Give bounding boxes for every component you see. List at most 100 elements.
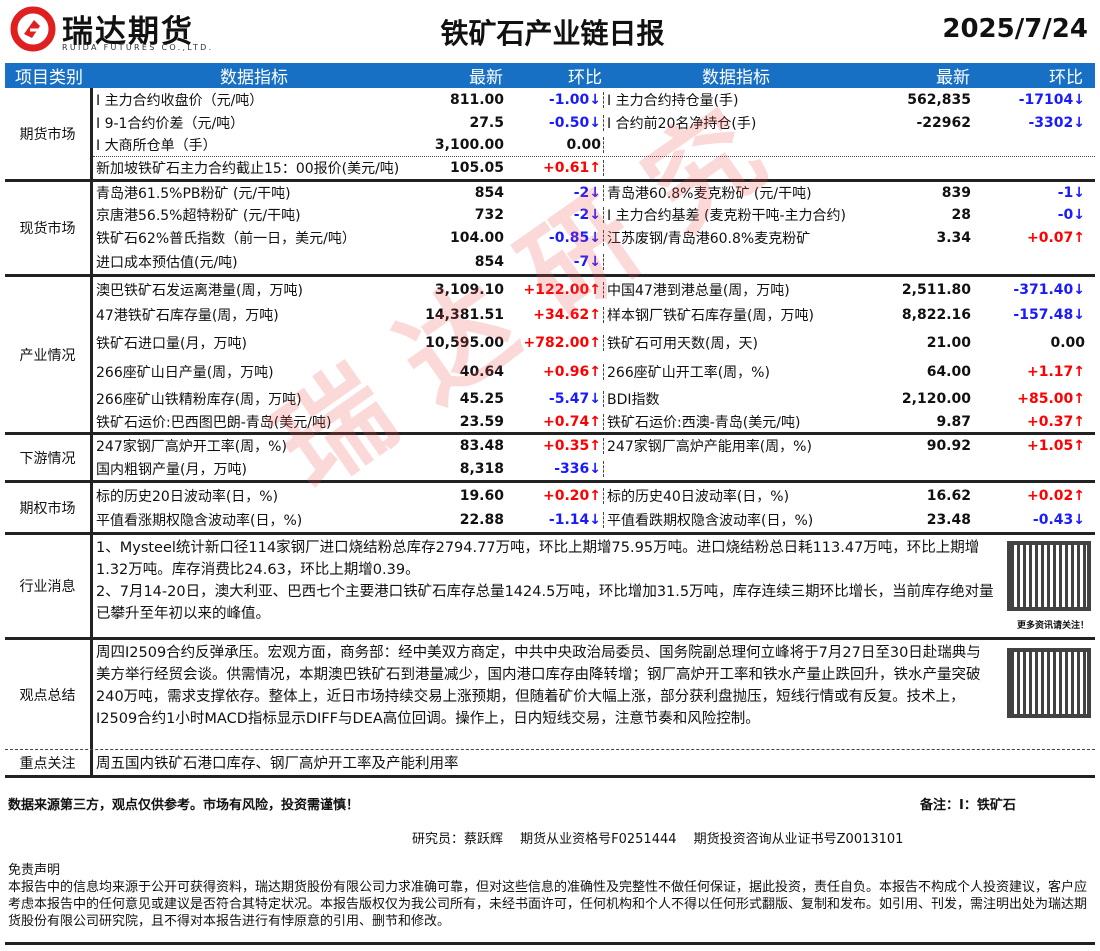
- table-row: 标的历史20日波动率(日，%) 19.60 +0.20↑ 标的历史40日波动率(日，%…: [93, 483, 1095, 508]
- qr-caption: 更多资讯请关注！: [1016, 621, 1089, 631]
- indicator-name: I 主力合约收盘价（元/吨）: [96, 92, 264, 109]
- change-value: +0.74↑: [507, 413, 604, 430]
- category-label: 下游情况: [5, 435, 93, 480]
- indicator-name: 标的历史20日波动率(日，%): [96, 488, 279, 505]
- category-label: 现货市场: [5, 182, 93, 274]
- brand-name-en: RUIDA FUTURES CO.,LTD.: [62, 43, 214, 52]
- change-value: +0.35↑: [507, 438, 604, 454]
- focus-text: 周五国内铁矿石港口库存、钢厂高炉开工率及产能利用率: [96, 756, 459, 772]
- wechat-qr-code-icon: [1007, 648, 1091, 718]
- change-value: +0.96↑: [507, 364, 604, 380]
- change-value: -7↓: [507, 253, 604, 270]
- indicator-name: 铁矿石进口量(月，万吨): [96, 336, 247, 352]
- table-row: 266座矿山铁精粉库存(周，万吨) 45.25 -5.47↓ BDI指数 2,120.0…: [93, 386, 1095, 411]
- table-row: 266座矿山日产量(周，万吨) 40.64 +0.96↑ 266座矿山开工率(周，%)…: [93, 358, 1095, 386]
- indicator-name: 247家钢厂高炉产能用率(周，%): [607, 439, 812, 455]
- latest-value: 28: [951, 207, 971, 223]
- change-value: +0.20↑: [507, 487, 604, 504]
- change-value: +1.05↑: [1026, 438, 1085, 454]
- latest-value: 21.00: [926, 335, 971, 351]
- indicator-name: 新加坡铁矿石主力合约截止15：00报价(美元/吨): [96, 161, 400, 177]
- header-indicator: 数据指标: [220, 68, 288, 88]
- change-value: 0.00: [507, 137, 604, 153]
- latest-value: -22962: [916, 114, 971, 131]
- latest-value: 104.00: [449, 229, 504, 246]
- table-row: 国内粗钢产量(月，万吨) 8,318 -336↓: [93, 457, 1095, 480]
- change-value: +34.62↑: [507, 307, 604, 323]
- latest-value: 3,109.10: [434, 281, 504, 298]
- change-value: +1.17↑: [1026, 364, 1085, 380]
- latest-value: 2,120.00: [901, 390, 971, 407]
- report-header: 瑞达期货 RUIDA FUTURES CO.,LTD. 铁矿石产业链日报 202…: [0, 0, 1100, 62]
- view-text: 周四I2509合约反弹承压。宏观方面，商务部：经中美双方商定，中共中央政治局委员…: [93, 640, 1095, 749]
- news-item: 2、7月14-20日，澳大利亚、巴西七个主要港口铁矿石库存总量1424.5万吨，…: [96, 584, 994, 622]
- table-row: 新加坡铁矿石主力合约截止15：00报价(美元/吨) 105.05 +0.61↑: [93, 156, 1095, 179]
- category-label: 重点关注: [5, 750, 93, 775]
- indicator-name: 平值看跌期权隐含波动率(日，%): [607, 513, 814, 529]
- change-value: +0.07↑: [1026, 229, 1085, 246]
- latest-value: 27.5: [469, 114, 504, 131]
- brand-name: 瑞达期货: [62, 14, 194, 50]
- latest-value: 83.48: [459, 438, 504, 454]
- disclaimer: 免责声明 本报告中的信息均来源于公开可获得资料，瑞达期货股份有限公司力求准确可靠…: [8, 862, 1093, 930]
- change-value: -2↓: [507, 185, 604, 201]
- indicator-name: 247家钢厂高炉开工率(周，%): [96, 439, 287, 455]
- indicator-name: 铁矿石可用天数(周，天): [607, 336, 758, 352]
- table-row: I 主力合约收盘价（元/吨） 811.00 -1.00↓ I 主力合约持仓量(手) 56…: [93, 88, 1095, 111]
- latest-value: 562,835: [907, 91, 971, 108]
- table-row: 247家钢厂高炉开工率(周，%) 83.48 +0.35↑ 247家钢厂高炉产能用率(…: [93, 435, 1095, 457]
- disclaimer-text: 本报告中的信息均来源于公开可获得资料，瑞达期货股份有限公司力求准确可靠，但对这些…: [8, 880, 1088, 929]
- latest-value: 811.00: [449, 91, 504, 108]
- change-value: -17104↓: [1018, 91, 1085, 108]
- latest-value: 14,381.51: [425, 307, 504, 323]
- header-latest-2: 最新: [936, 68, 970, 88]
- section-view: 观点总结 周四I2509合约反弹承压。宏观方面，商务部：经中美双方商定，中共中央…: [5, 640, 1095, 750]
- change-value: -2↓: [507, 207, 604, 223]
- change-value: -336↓: [507, 460, 604, 477]
- section-3: 产业情况 澳巴铁矿石发运离港量(周，万吨) 3,109.10 +122.00↑ 中国47…: [5, 277, 1095, 435]
- news-item: 1、Mysteel统计新口径114家钢厂进口烧结粉总库存2794.77万吨，环比…: [96, 540, 980, 578]
- latest-value: 22.88: [459, 512, 504, 528]
- indicator-name: 中国47港到港总量(周，万吨): [607, 282, 790, 299]
- section-news: 行业消息 1、Mysteel统计新口径114家钢厂进口烧结粉总库存2794.77…: [5, 535, 1095, 640]
- section-4: 下游情况 247家钢厂高炉开工率(周，%) 83.48 +0.35↑ 247家钢厂高炉产…: [5, 435, 1095, 483]
- qr-code-icon: [1007, 541, 1091, 611]
- change-value: +0.61↑: [507, 160, 604, 176]
- indicator-name: I 合约前20名净持仓(手): [607, 115, 757, 132]
- indicator-name: 标的历史40日波动率(日，%): [607, 488, 790, 505]
- indicator-name: 铁矿石运价:西澳-青岛(美元/吨): [607, 414, 801, 431]
- latest-value: 105.05: [449, 160, 504, 176]
- indicator-name: 47港铁矿石库存量(周，万吨): [96, 308, 279, 324]
- news-text: 1、Mysteel统计新口径114家钢厂进口烧结粉总库存2794.77万吨，环比…: [93, 535, 1095, 637]
- change-value: 0.00: [1050, 335, 1085, 351]
- change-value: -0.50↓: [507, 114, 604, 131]
- change-value: -1.14↓: [507, 512, 604, 528]
- change-value: -371.40↓: [1013, 281, 1085, 298]
- latest-value: 3.34: [936, 229, 971, 246]
- table-row: 47港铁矿石库存量(周，万吨) 14,381.51 +34.62↑ 样本钢厂铁矿石库存…: [93, 302, 1095, 328]
- indicator-name: I 大商所仓单（手）: [96, 138, 217, 154]
- divider: [5, 942, 1095, 945]
- section-2: 现货市场 青岛港61.5%PB粉矿 (元/干吨) 854 -2↓ 青岛港60.8%麦克粉…: [5, 182, 1095, 277]
- latest-value: 16.62: [926, 487, 971, 504]
- section-1: 期货市场 I 主力合约收盘价（元/吨） 811.00 -1.00↓ I 主力合约持仓量(…: [5, 88, 1095, 182]
- change-value: +0.02↑: [1026, 487, 1085, 504]
- latest-value: 854: [474, 253, 504, 270]
- report-title: 铁矿石产业链日报: [440, 17, 665, 50]
- indicator-name: 铁矿石62%普氏指数（前一日，美元/吨）: [96, 230, 356, 247]
- latest-value: 10,595.00: [425, 335, 504, 351]
- latest-value: 64.00: [926, 364, 971, 380]
- category-label: 期权市场: [5, 483, 93, 532]
- latest-value: 9.87: [936, 413, 971, 430]
- table-row: I 大商所仓单（手） 3,100.00 0.00: [93, 134, 1095, 156]
- table-header: 项目类别 数据指标 最新 环比 数据指标 最新 环比: [5, 63, 1095, 88]
- table-row: 京唐港56.5%超特粉矿 (元/干吨) 732 -2↓ I 主力合约基差 (麦克粉干吨…: [93, 204, 1095, 226]
- data-table: 期货市场 I 主力合约收盘价（元/吨） 811.00 -1.00↓ I 主力合约持仓量(…: [5, 88, 1095, 778]
- indicator-name: 平值看涨期权隐含波动率(日，%): [96, 513, 303, 529]
- indicator-name: BDI指数: [607, 391, 660, 408]
- latest-value: 23.48: [926, 512, 971, 528]
- category-label: 期货市场: [5, 88, 93, 179]
- section-focus: 重点关注 周五国内铁矿石港口库存、钢厂高炉开工率及产能利用率: [5, 750, 1095, 778]
- indicator-name: 铁矿石运价:巴西图巴朗-青岛(美元/吨): [96, 414, 332, 431]
- header-category: 项目类别: [15, 68, 83, 88]
